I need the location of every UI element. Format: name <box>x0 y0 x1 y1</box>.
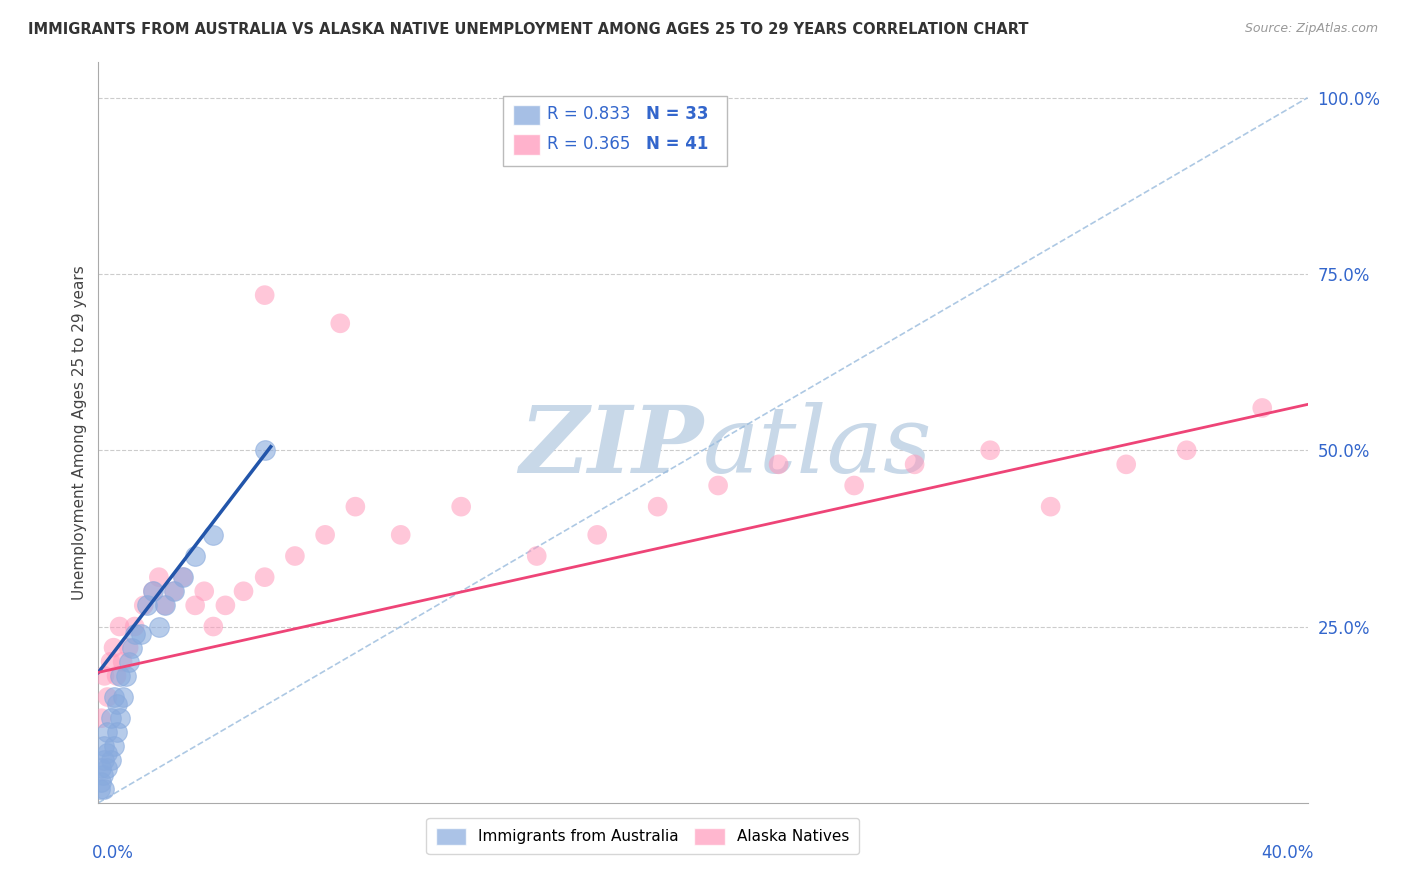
Point <box>202 619 225 633</box>
Text: N = 41: N = 41 <box>647 135 709 153</box>
Point <box>768 458 790 472</box>
Point <box>103 739 125 754</box>
Point <box>93 754 115 768</box>
Point <box>844 478 866 492</box>
Point <box>172 570 194 584</box>
Point <box>314 528 336 542</box>
Point <box>105 697 128 711</box>
Text: 40.0%: 40.0% <box>1261 844 1313 862</box>
FancyBboxPatch shape <box>503 95 727 166</box>
Point <box>96 760 118 774</box>
Point <box>153 599 176 613</box>
Point <box>1115 458 1137 472</box>
Point <box>105 725 128 739</box>
Point <box>172 570 194 584</box>
Point <box>96 690 118 704</box>
Point <box>93 739 115 754</box>
Point <box>163 584 186 599</box>
Point <box>90 760 112 774</box>
Point <box>284 549 307 563</box>
Point <box>103 690 125 704</box>
Point <box>96 747 118 761</box>
Point <box>707 478 730 492</box>
FancyBboxPatch shape <box>513 135 540 155</box>
Point <box>111 690 134 704</box>
Point <box>114 669 136 683</box>
Point <box>111 655 134 669</box>
Point <box>100 711 122 725</box>
Point <box>124 619 146 633</box>
Point <box>118 640 141 655</box>
Point <box>163 584 186 599</box>
Point <box>93 781 115 796</box>
Point <box>118 655 141 669</box>
Text: Source: ZipAtlas.com: Source: ZipAtlas.com <box>1244 22 1378 36</box>
Point <box>184 599 207 613</box>
Point <box>253 288 276 302</box>
Point <box>148 570 170 584</box>
Point <box>153 599 176 613</box>
Point <box>142 584 165 599</box>
Point <box>1039 500 1062 514</box>
Point <box>105 669 128 683</box>
FancyBboxPatch shape <box>513 104 540 126</box>
Point <box>450 500 472 514</box>
Point <box>96 725 118 739</box>
Point <box>148 619 170 633</box>
Point <box>344 500 367 514</box>
Point <box>89 781 111 796</box>
Point <box>647 500 669 514</box>
Point <box>329 316 352 330</box>
Point <box>90 711 112 725</box>
Point <box>979 443 1001 458</box>
Point <box>193 584 215 599</box>
Point <box>389 528 412 542</box>
Text: 0.0%: 0.0% <box>93 844 134 862</box>
Point <box>100 754 122 768</box>
Point <box>184 549 207 563</box>
Point <box>1251 401 1274 415</box>
Y-axis label: Unemployment Among Ages 25 to 29 years: Unemployment Among Ages 25 to 29 years <box>72 265 87 600</box>
Point <box>253 443 276 458</box>
Point <box>135 599 157 613</box>
Point <box>124 626 146 640</box>
Text: atlas: atlas <box>703 402 932 492</box>
Point <box>129 626 152 640</box>
Point <box>90 774 112 789</box>
Text: R = 0.833: R = 0.833 <box>547 105 630 123</box>
Point <box>100 655 122 669</box>
Text: ZIP: ZIP <box>519 402 703 492</box>
Point <box>253 570 276 584</box>
Point <box>526 549 548 563</box>
Point <box>214 599 236 613</box>
Point <box>108 619 131 633</box>
Point <box>103 640 125 655</box>
Text: IMMIGRANTS FROM AUSTRALIA VS ALASKA NATIVE UNEMPLOYMENT AMONG AGES 25 TO 29 YEAR: IMMIGRANTS FROM AUSTRALIA VS ALASKA NATI… <box>28 22 1029 37</box>
Text: R = 0.365: R = 0.365 <box>547 135 630 153</box>
Point <box>108 711 131 725</box>
Point <box>142 584 165 599</box>
Point <box>586 528 609 542</box>
Point <box>232 584 254 599</box>
Point <box>91 767 114 781</box>
Point <box>202 528 225 542</box>
Point <box>1175 443 1198 458</box>
Point <box>121 640 143 655</box>
Point <box>108 669 131 683</box>
Point <box>93 669 115 683</box>
Point <box>132 599 155 613</box>
Text: N = 33: N = 33 <box>647 105 709 123</box>
Point <box>904 458 927 472</box>
Legend: Immigrants from Australia, Alaska Natives: Immigrants from Australia, Alaska Native… <box>426 819 859 855</box>
